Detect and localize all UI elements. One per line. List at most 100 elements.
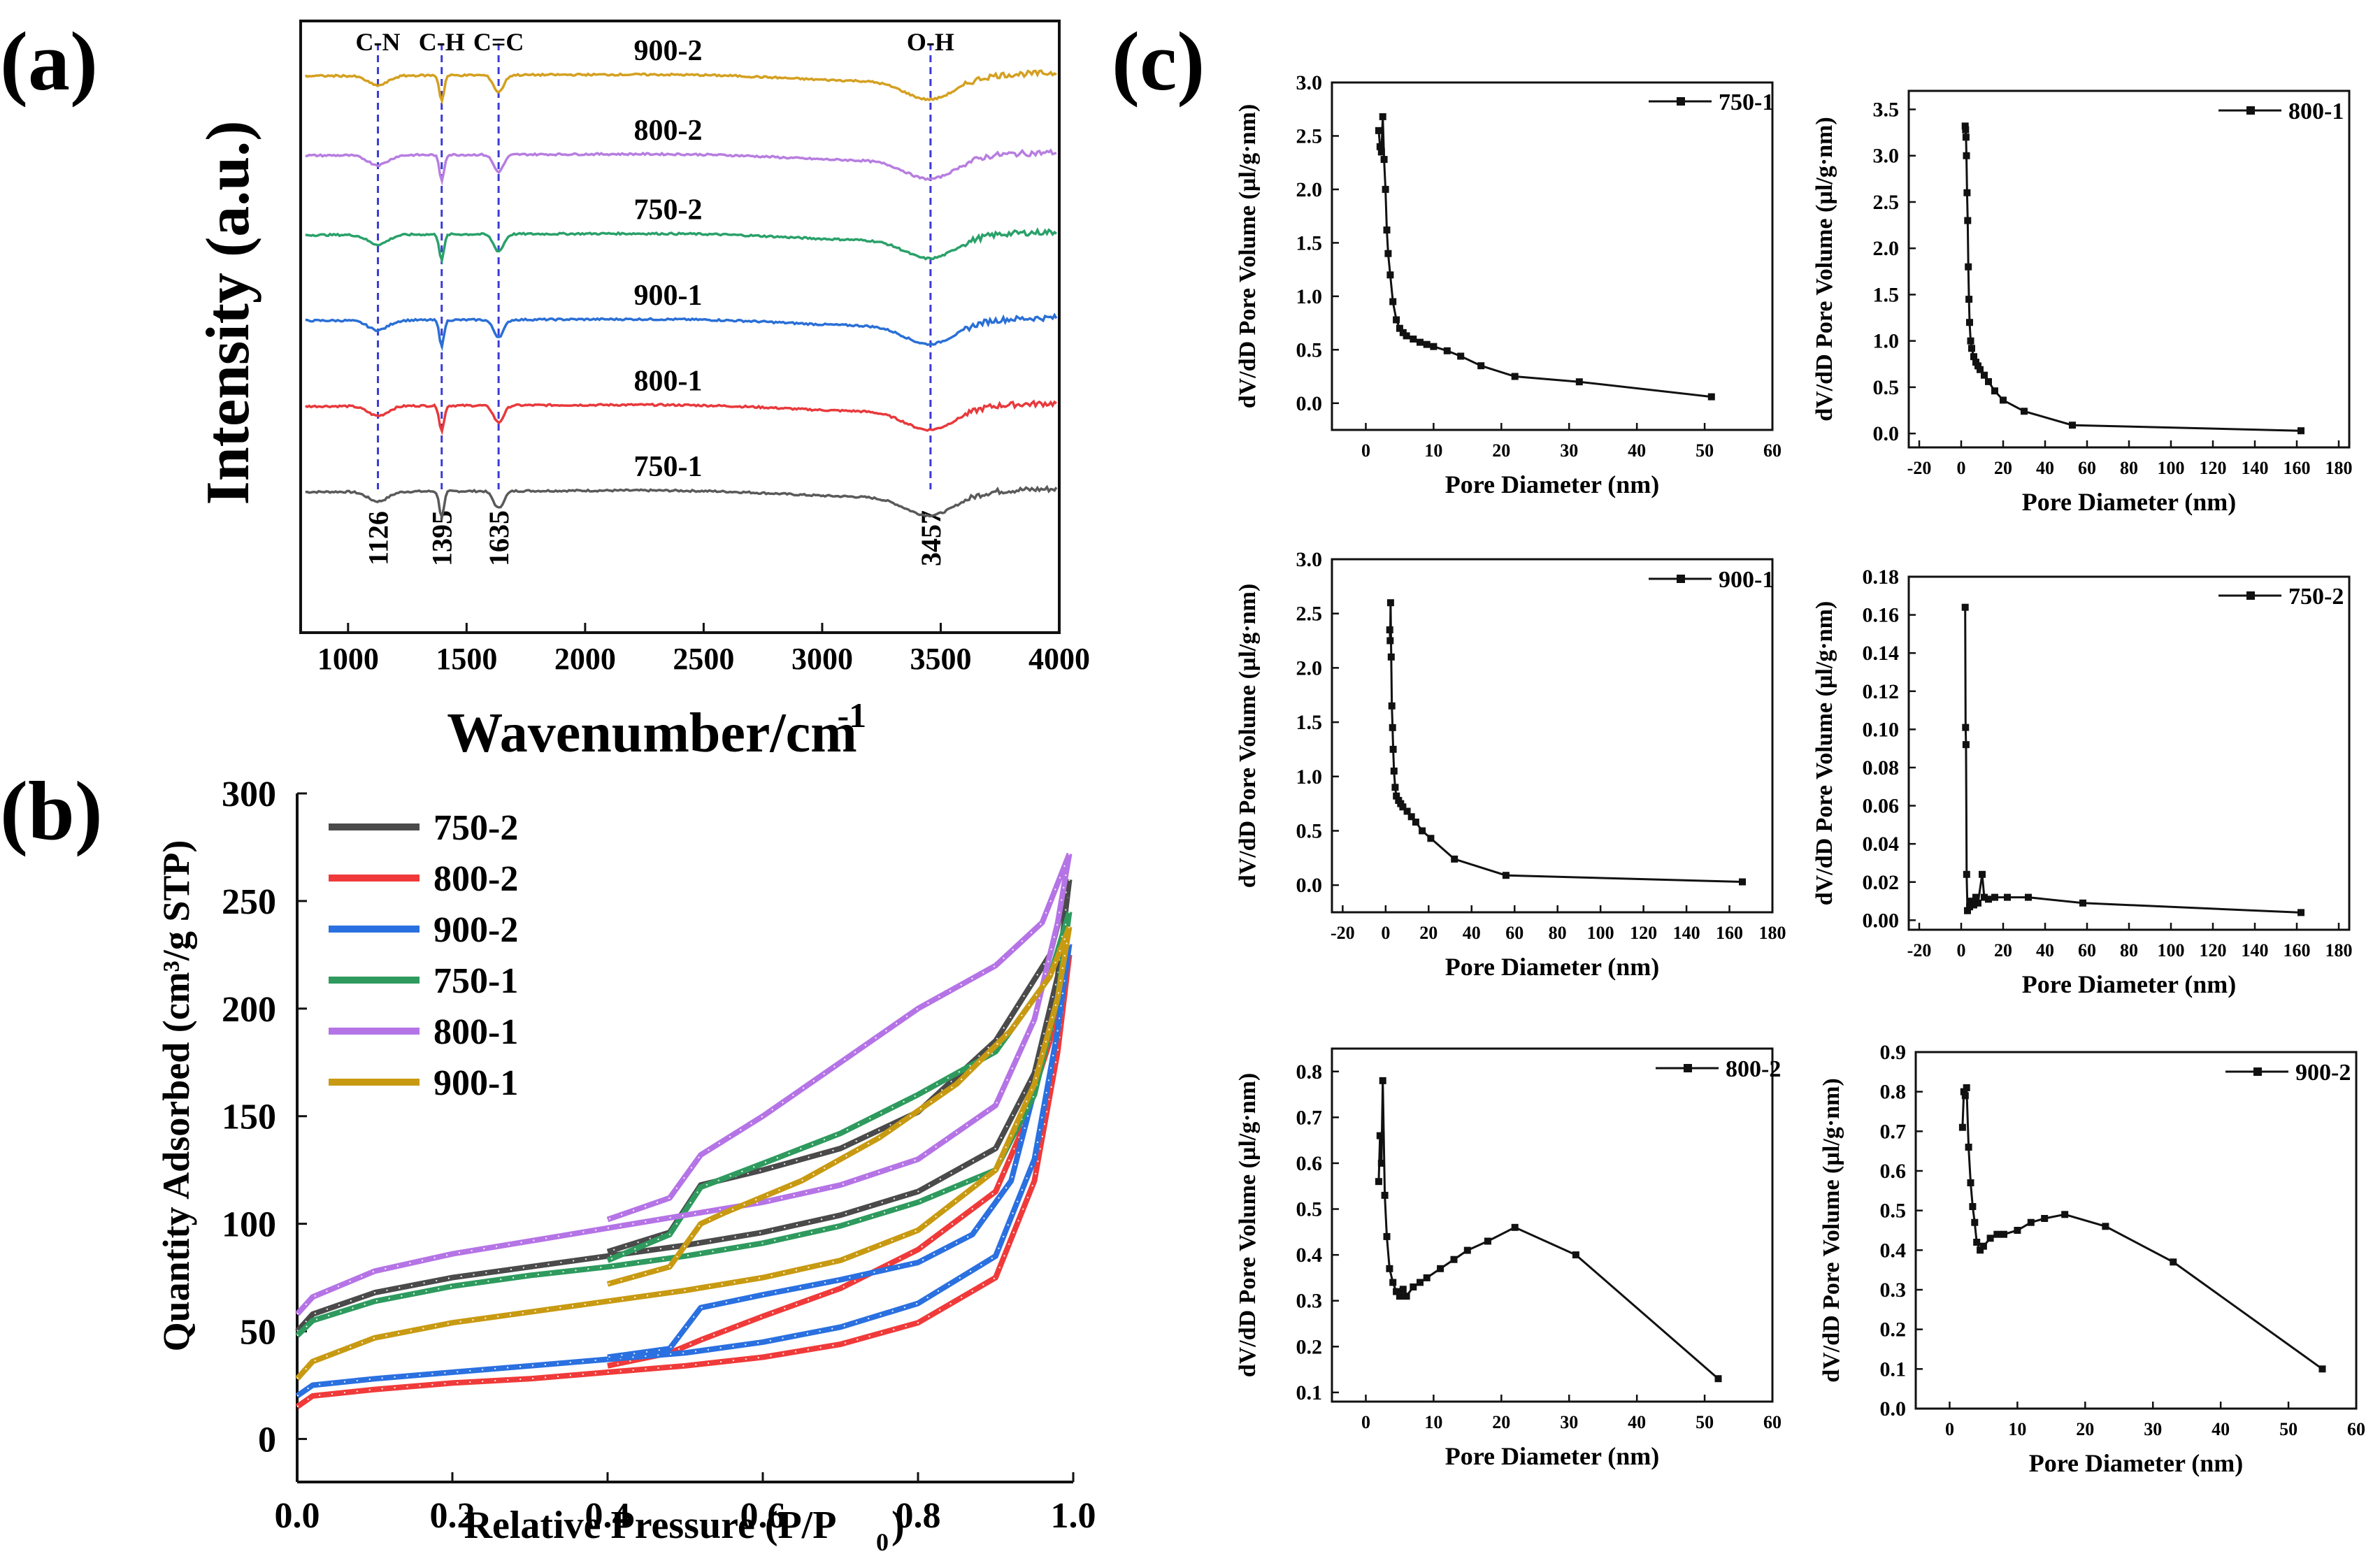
data-point [2004,893,2011,901]
x-tick-label: 2000 [554,642,616,676]
isotherm-markers-ads-800-1 [296,854,1070,1315]
data-point [1967,1179,1974,1186]
y-tick-label: 0.7 [1296,1106,1323,1129]
x-tick-label: 100 [2158,458,2185,478]
x-tick-label: 0 [1361,440,1370,461]
data-point [1396,1293,1403,1300]
data-point [2318,1365,2326,1373]
y-tick-label: 0.08 [1863,756,1900,779]
data-point [1961,1092,1969,1100]
x-axis-title: Pore Diameter (nm) [2022,970,2237,998]
distribution-line-750-2 [1964,607,2302,915]
data-point [1958,1123,1966,1131]
x-tick-label: 20 [1492,1412,1510,1432]
data-point [1388,702,1396,710]
data-point [1403,332,1410,340]
legend-label: 750-1 [1719,89,1774,115]
y-tick-label: 2.5 [1873,191,1900,214]
data-point [1389,298,1397,305]
panel-label-a: (a) [0,15,98,108]
y-tick-label: 3.0 [1296,548,1323,571]
x-tick-label: 120 [2200,940,2227,961]
x-tick-label: 20 [2076,1419,2094,1439]
data-point [1410,1283,1417,1290]
data-point [1985,895,1992,903]
isotherm-markers-ads-800-2 [296,954,1070,1408]
data-point [1375,127,1382,134]
peak-group-label: C-N [356,28,401,56]
data-point [1387,653,1395,661]
data-point [1386,271,1394,279]
x-tick-label: 0 [1361,1412,1370,1432]
legend-label-900-1: 900-1 [433,1063,518,1103]
data-point [1417,1279,1424,1286]
y-tick-label: 0.06 [1863,795,1900,818]
data-point [1981,893,1988,901]
x-tick-label: 180 [2325,458,2353,478]
data-point [2000,1230,2007,1238]
data-point [1437,1265,1445,1272]
legend-marker [1684,1064,1692,1072]
spectrum-750-1 [305,484,1058,522]
y-tick-label: 0.5 [1873,376,1900,399]
peak-value-label: 3457 [915,510,947,566]
plot-frame [1914,1051,2358,1410]
data-point [1572,1251,1579,1259]
x-tick-label: 160 [2284,458,2311,478]
data-point [2102,1223,2109,1230]
panel-label-b: (b) [0,764,103,857]
data-point [1457,352,1465,360]
data-point [1960,1088,1967,1095]
data-point [1379,1077,1386,1084]
data-point [1477,362,1485,370]
data-point [1979,1242,1987,1250]
data-point [1376,1132,1384,1139]
y-tick-label: 0.5 [1296,819,1323,842]
y-tick-label: 150 [222,1098,276,1137]
peak-group-label: C=C [473,28,524,56]
data-point [1391,784,1399,791]
x-tick-label: 80 [2120,458,2138,478]
data-point [1502,872,1510,879]
plot-frame [299,20,1061,634]
spectrum-900-2 [304,69,1057,105]
data-point [1974,899,1981,907]
x-axis-title-end: ) [891,1504,905,1547]
x-tick-label: 10 [1424,1412,1442,1432]
y-tick-label: 0.0 [1296,874,1323,897]
y-tick-label: 1.5 [1296,231,1323,254]
x-tick-label: 30 [1560,440,1578,461]
data-point [1991,893,1998,901]
x-tick-label: 1.0 [1051,1496,1096,1536]
data-point [1443,347,1451,354]
x-tick-label: 80 [1549,923,1567,943]
x-tick-label: -20 [1907,458,1932,478]
data-point [1450,1256,1458,1263]
data-point [1417,338,1424,346]
data-point [1964,217,1972,224]
x-tick-label: 60 [1505,923,1524,943]
plot-frame [1331,558,1774,914]
data-point [1963,870,1970,878]
x-axis-title: Pore Diameter (nm) [1445,953,1660,981]
x-tick-label: 140 [2242,940,2269,961]
y-tick-label: 0.0 [1296,392,1323,415]
y-tick-label: 2.5 [1296,124,1323,148]
plot-frame [1331,81,1774,431]
x-tick-label: 60 [2347,1419,2365,1439]
y-tick-label: 3.0 [1296,71,1323,94]
legend-marker [2246,591,2255,600]
y-tick-label: 200 [222,990,276,1030]
y-tick-label: 0.1 [1880,1358,1907,1381]
data-point [1961,122,1969,130]
data-point [1383,1232,1391,1240]
data-point [1384,250,1392,257]
x-tick-label: 2500 [673,642,734,676]
data-point [1511,373,1519,380]
legend-label-800-1: 800-1 [433,1012,518,1052]
x-tick-label: 0.2 [430,1496,475,1536]
x-tick-label: 0.8 [896,1496,941,1536]
x-axis-title: Pore Diameter (nm) [2029,1449,2244,1477]
data-point [1389,745,1397,753]
x-tick-label: 0 [1381,923,1390,943]
